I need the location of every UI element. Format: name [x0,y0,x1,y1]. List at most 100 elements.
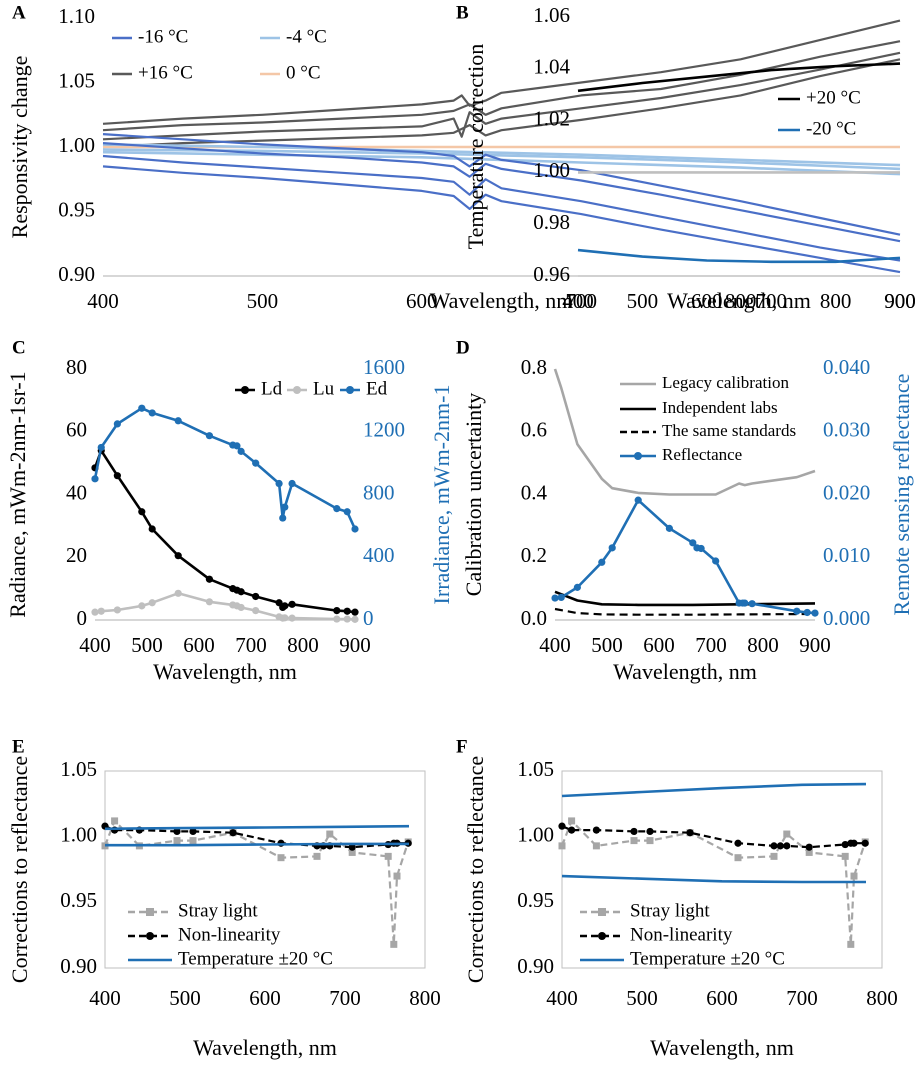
y2-tick-label: 0.010 [823,543,870,567]
data-point [689,539,697,547]
y-tick-label: 1.05 [517,757,554,781]
series-line-temperature-20-c [561,874,866,884]
data-point [97,443,105,452]
x-tick-label: 700 [755,289,787,313]
legend-marker [293,386,301,394]
y-tick-label: 0.90 [58,262,95,286]
legend-label: Legacy calibration [662,373,789,392]
x-tick-label: 600 [643,633,675,657]
x-axis-label: Wavelength, nm [650,1035,794,1060]
y-axis-label: Radiance, mWm-2nm-1sr-1 [5,371,30,617]
series-line--16-c [102,40,901,132]
x-tick-label: 500 [626,986,658,1010]
panel-d: D 0.0 0.2 0.4 0.6 0.8 0.000 0.010 0.020 0.030 0.04… [456,337,914,684]
data-point [237,603,245,612]
x-tick-label: 400 [87,289,119,313]
plot-frame [104,770,426,969]
data-point [390,940,398,948]
x-tick-label: 500 [131,633,163,657]
data-point [712,557,720,565]
data-point [205,432,213,440]
data-point [770,852,778,860]
data-point [148,525,156,533]
legend: Legacy calibration Independent labs The sa… [620,373,796,464]
data-point [343,508,351,516]
data-point [138,404,146,412]
y-axis-label: Corrections to reflectance [7,756,32,983]
data-point [288,600,296,608]
data-point [288,614,296,622]
x-tick-label: 900 [339,633,371,657]
panel-label: B [456,2,469,23]
data-point [252,592,260,601]
y-tick-label: 0.95 [60,888,97,912]
y2-tick-label: 400 [363,543,395,567]
data-point [138,508,146,516]
data-point [277,854,285,862]
legend-label: Lu [313,378,335,399]
legend-label: +16 °C [138,62,193,83]
panel-label: A [12,2,26,23]
x-tick-label: 800 [747,633,779,657]
series-line--20-c [577,62,901,93]
data-point [568,817,576,825]
data-point [665,524,674,532]
x-tick-label: 700 [235,633,267,657]
legend-label: Ed [366,378,388,399]
y-tick-label: 1.00 [60,822,97,846]
series-line-lu [94,592,356,621]
data-point [805,848,813,856]
legend-marker [598,908,606,916]
data-point [811,609,819,617]
x-tick-label: 900 [884,289,916,313]
data-point [592,826,601,834]
legend: -16 °C -4 °C +16 °C 0 °C [112,26,327,83]
data-point [343,615,351,623]
legend-label: Non-linearity [630,924,733,945]
data-point [557,593,565,602]
series-line-stray-light [560,819,867,946]
data-point [348,848,356,856]
series-line-temperature-20-c [105,842,409,847]
data-point [91,608,99,616]
x-tick-label: 400 [562,289,594,313]
x-axis-label: Wavelength, nm [193,1035,337,1060]
legend-label: Temperature ±20 °C [630,948,785,969]
data-point [189,827,197,836]
data-point [189,837,197,845]
data-point [91,475,99,483]
data-point [748,600,756,608]
y-tick-label: 0.4 [521,480,548,504]
series-line-ld [93,449,356,614]
data-point [608,544,616,552]
data-point [252,606,260,615]
data-point [734,839,742,847]
y-tick-label: 1.05 [60,757,97,781]
data-point [646,827,654,836]
panel-label: D [456,337,470,358]
series-line-legacy-calibration [553,368,816,496]
legend-marker [146,908,154,916]
y2-axis-label: Irradiance, mWm-2nm-1 [429,385,454,605]
y-axis-label: Corrections to reflectance [463,756,488,983]
data-point [275,479,283,488]
data-point [741,599,749,607]
y2-tick-label: 1600 [363,355,405,379]
x-tick-label: 500 [627,289,659,313]
data-point [861,839,869,847]
series-line--4-c [102,143,901,167]
data-point [384,852,392,860]
data-point [646,837,654,845]
data-point [113,606,121,614]
data-point [351,525,359,533]
legend-label: +20 °C [806,87,861,108]
data-point [326,830,334,838]
legend-label: -20 °C [806,118,856,139]
y-tick-label: 60 [66,418,87,442]
data-point [793,607,801,615]
legend-marker [241,386,249,394]
x-tick-label: 800 [725,289,757,313]
y2-tick-label: 0.020 [823,480,870,504]
